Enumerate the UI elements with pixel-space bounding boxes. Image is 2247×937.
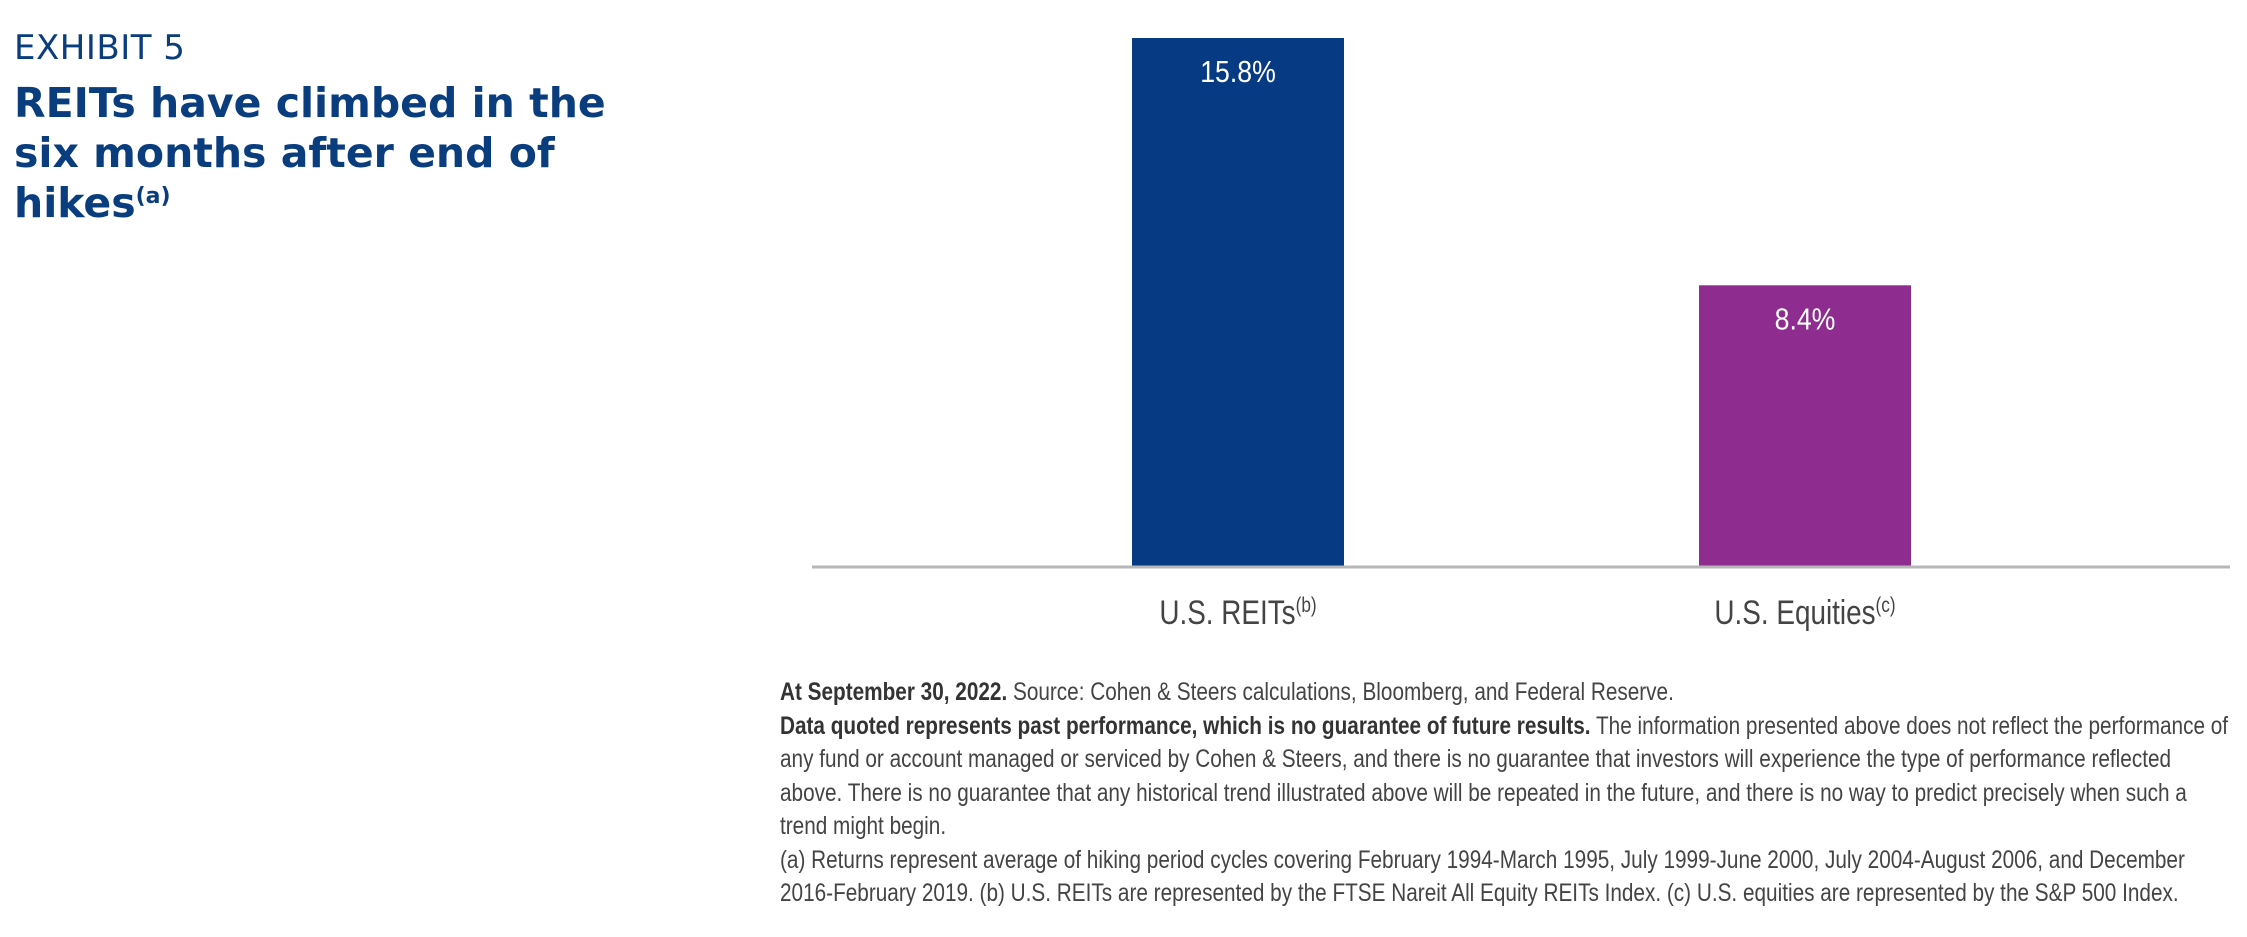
disclaimer-text: The information presented above does not… — [780, 711, 2229, 841]
bar-1 — [1132, 38, 1344, 566]
bar-2 — [1699, 285, 1911, 566]
exhibit-label: EXHIBIT 5 — [14, 28, 186, 68]
category-label-1: U.S. REITs(b) — [1159, 593, 1316, 631]
data-label-1: 15.8% — [1200, 55, 1276, 89]
chart-title-text: REITs have climbed in the six months aft… — [14, 79, 606, 227]
chart-title: REITs have climbed in the six months aft… — [14, 78, 654, 228]
bar-chart: 15.8% U.S. REITs(b) 8.4% U.S. Equities(c) — [812, 38, 2230, 632]
data-label-2: 8.4% — [1775, 302, 1836, 336]
disclaimer-note: Data quoted represents past performance,… — [780, 710, 2233, 844]
as-of-date: At September 30, 2022. — [780, 678, 1008, 706]
source-note: At September 30, 2022. Source: Cohen & S… — [780, 676, 2233, 710]
source-text: Source: Cohen & Steers calculations, Blo… — [1007, 678, 1674, 706]
category-label-2: U.S. Equities(c) — [1714, 593, 1895, 631]
title-footnote-marker: (a) — [135, 184, 171, 209]
chart-notes: At September 30, 2022. Source: Cohen & S… — [780, 676, 2233, 911]
disclaimer-bold: Data quoted represents past performance,… — [780, 711, 1591, 740]
footnotes: (a) Returns represent average of hiking … — [780, 845, 2185, 908]
